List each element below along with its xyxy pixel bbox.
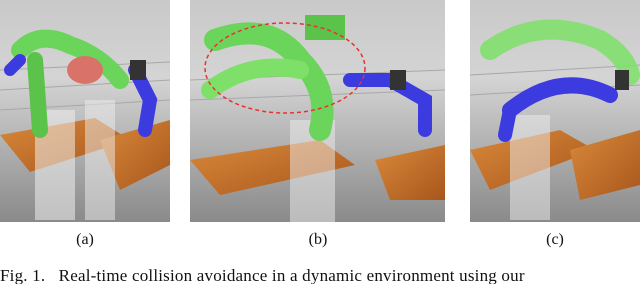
panel-label: (c) xyxy=(546,231,564,248)
panel-b-image xyxy=(190,0,445,222)
panel-a-image xyxy=(0,0,170,222)
panel-label: (b) xyxy=(308,231,328,248)
figure-caption: Fig. 1. Real-time collision avoidance in… xyxy=(0,266,525,284)
panel-label: (a) xyxy=(76,231,94,248)
panel-c-image xyxy=(470,0,640,222)
